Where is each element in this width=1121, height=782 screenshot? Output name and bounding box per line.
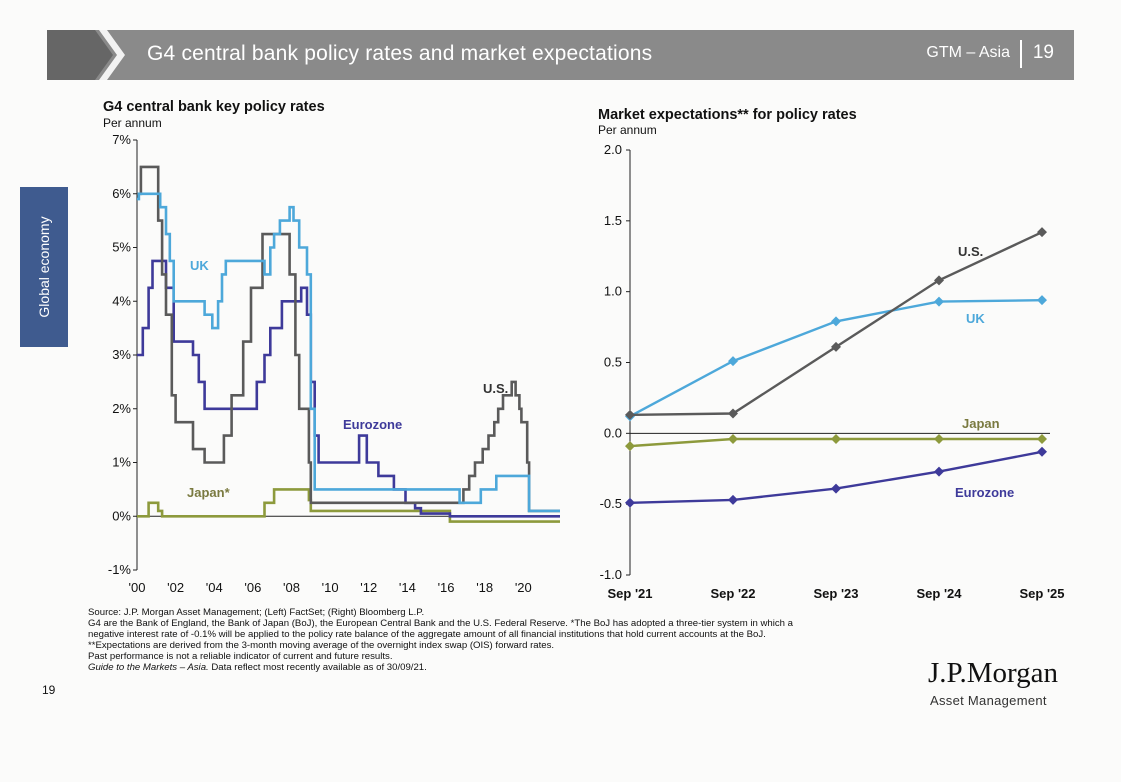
footnote-line: **Expectations are derived from the 3-mo… (88, 640, 555, 651)
right-x-tick-label: Sep '25 (1019, 586, 1064, 601)
right-label-uk: UK (966, 311, 985, 326)
right-y-tick-label: 1.0 (604, 284, 622, 299)
left-series-line (137, 192, 560, 513)
right-chart-subtitle: Per annum (598, 123, 657, 137)
page-number: 19 (42, 683, 56, 697)
left-x-tick-label: '20 (515, 580, 532, 595)
footnote-rest: Data reflect most recently available as … (208, 662, 427, 673)
left-y-tick-label: 7% (112, 132, 131, 147)
footnote-line: Source: J.P. Morgan Asset Management; (L… (88, 607, 425, 618)
brand-tagline: Asset Management (930, 693, 1047, 708)
right-series-marker (625, 441, 635, 452)
right-y-tick-label: 0.0 (604, 425, 622, 440)
right-y-tick-label: -1.0 (600, 567, 622, 582)
right-label-us: U.S. (958, 244, 983, 259)
right-y-tick-label: -0.5 (600, 496, 622, 511)
left-x-tick-label: '10 (322, 580, 339, 595)
right-series-marker (1037, 227, 1047, 238)
right-series-marker (831, 434, 841, 444)
left-chart-title: G4 central bank key policy rates (103, 99, 325, 115)
header-banner: G4 central bank policy rates and market … (47, 30, 1074, 80)
left-x-tick-label: '02 (167, 580, 184, 595)
page-title: G4 central bank policy rates and market … (147, 42, 653, 65)
left-x-tick-label: '14 (399, 580, 416, 595)
left-x-tick-label: '00 (129, 580, 146, 595)
footnote-line: Guide to the Markets – Asia. Data reflec… (88, 662, 938, 673)
right-series-marker (1037, 434, 1047, 444)
left-x-tick-label: '16 (438, 580, 455, 595)
left-x-tick-label: '06 (244, 580, 261, 595)
header-divider (1020, 40, 1022, 68)
header-page-number: 19 (1032, 42, 1054, 63)
footnote-line: G4 are the Bank of England, the Bank of … (88, 618, 794, 629)
right-series-marker (934, 434, 944, 444)
right-series-marker (625, 409, 635, 420)
right-series-marker (1037, 295, 1047, 306)
footnote-line: Past performance is not a reliable indic… (88, 651, 393, 662)
brand-logo: J.P.Morgan (928, 657, 1058, 689)
right-series-marker (625, 497, 635, 508)
right-chart-title: Market expectations** for policy rates (598, 107, 857, 123)
right-series-marker (728, 494, 738, 505)
footnotes: Source: J.P. Morgan Asset Management; (L… (88, 607, 938, 673)
right-y-tick-label: 0.5 (604, 355, 622, 370)
left-label-japan: Japan* (187, 485, 231, 500)
right-y-tick-label: 1.5 (604, 213, 622, 228)
footnote-line: negative interest rate of -0.1% will be … (88, 629, 766, 640)
left-y-tick-label: 4% (112, 293, 131, 308)
left-y-tick-label: 5% (112, 240, 131, 255)
right-x-tick-label: Sep '24 (916, 586, 962, 601)
left-y-tick-label: 3% (112, 347, 131, 362)
left-x-tick-label: '18 (476, 580, 493, 595)
right-label-eurozone: Eurozone (955, 485, 1014, 500)
right-series-marker (831, 341, 841, 352)
right-series-marker (934, 296, 944, 307)
section-tab[interactable]: Global economy (20, 187, 68, 347)
right-label-japan: Japan (962, 416, 1000, 431)
right-series-marker (831, 316, 841, 327)
right-y-tick-label: 2.0 (604, 142, 622, 157)
right-x-tick-label: Sep '22 (710, 586, 755, 601)
footnote-italic: Guide to the Markets – Asia. (88, 662, 209, 673)
right-series-marker (728, 434, 738, 444)
right-series-marker (934, 466, 944, 477)
left-chart-subtitle: Per annum (103, 116, 162, 130)
left-y-tick-label: 1% (112, 455, 131, 470)
deck-label: GTM – Asia (926, 44, 1010, 61)
left-label-uk: UK (190, 258, 209, 273)
right-series-marker (831, 483, 841, 494)
left-y-tick-label: 0% (112, 508, 131, 523)
chevron-icon (47, 30, 125, 80)
left-y-tick-label: 6% (112, 186, 131, 201)
right-series-marker (934, 275, 944, 286)
right-series-marker (728, 356, 738, 367)
right-x-tick-label: Sep '23 (813, 586, 858, 601)
left-series-line (137, 488, 560, 523)
right-series-marker (728, 408, 738, 419)
left-x-tick-label: '08 (283, 580, 300, 595)
left-series-line (137, 165, 560, 513)
left-x-tick-label: '04 (206, 580, 223, 595)
left-y-tick-label: -1% (108, 562, 132, 577)
right-x-tick-label: Sep '21 (607, 586, 652, 601)
left-label-us: U.S. (483, 381, 508, 396)
right-series-marker (1037, 446, 1047, 457)
left-x-tick-label: '12 (360, 580, 377, 595)
left-y-tick-label: 2% (112, 401, 131, 416)
left-label-eurozone: Eurozone (343, 417, 402, 432)
